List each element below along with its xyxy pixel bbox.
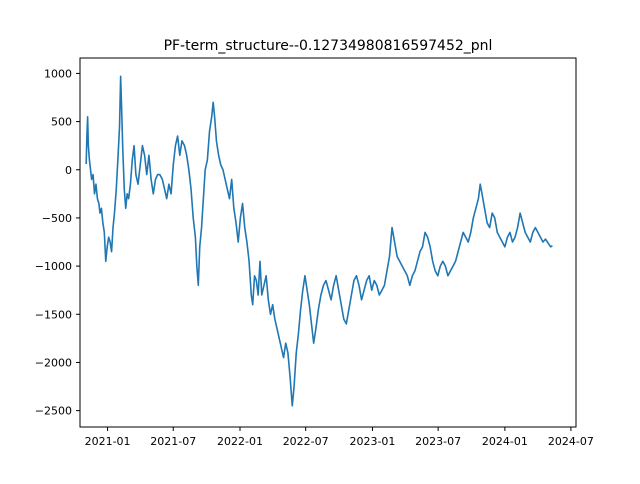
x-tick-label: 2024-07 [548, 435, 594, 448]
x-tick-label: 2022-01 [217, 435, 263, 448]
x-tick-label: 2021-07 [150, 435, 196, 448]
y-tick-label: 0 [65, 164, 72, 177]
y-tick-label: −1500 [35, 308, 72, 321]
y-tick-label: 1000 [44, 67, 72, 80]
x-tick-label: 2023-01 [349, 435, 395, 448]
x-tick-label: 2024-01 [482, 435, 528, 448]
chart-title: PF-term_structure--0.12734980816597452_p… [164, 38, 493, 54]
pnl-series-line [85, 75, 553, 407]
x-tick-label: 2023-07 [415, 435, 461, 448]
x-axis: 2021-01 2021-07 2022-01 2022-07 2023-01 2023-… [85, 427, 594, 448]
y-axis: 1000 500 0 −500 −1000 −1500 −2000 −2500 [35, 67, 80, 418]
x-tick-label: 2021-01 [85, 435, 131, 448]
plot-frame [79, 57, 577, 428]
y-tick-label: −2000 [35, 356, 72, 369]
y-tick-label: −500 [42, 212, 72, 225]
y-tick-label: −1000 [35, 260, 72, 273]
y-tick-label: 500 [51, 116, 72, 129]
x-tick-label: 2022-07 [283, 435, 329, 448]
series-layer [85, 75, 553, 407]
y-tick-label: −2500 [35, 405, 72, 418]
